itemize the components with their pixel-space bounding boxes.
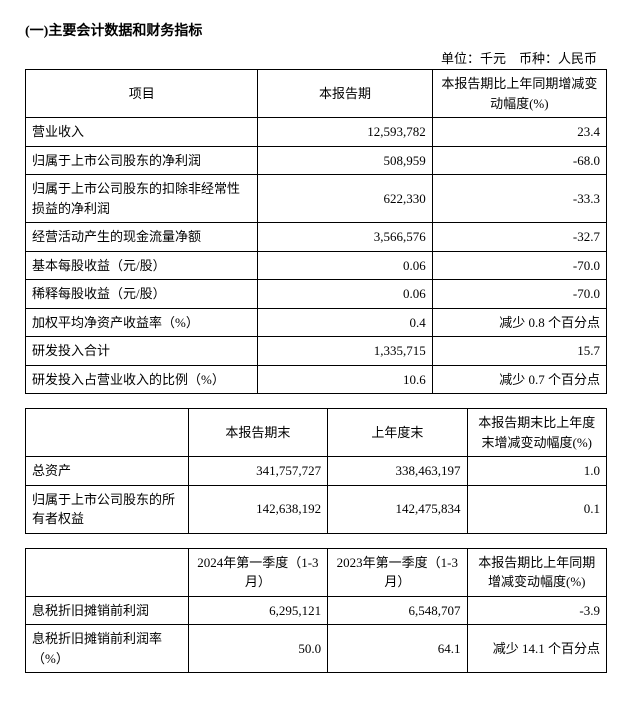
t3-header-c1: 2024年第一季度（1-3月） — [188, 548, 327, 596]
table-row: 加权平均净资产收益率（%） 0.4 减少 0.8 个百分点 — [26, 308, 607, 337]
table-row: 息税折旧摊销前利润 6,295,121 6,548,707 -3.9 — [26, 596, 607, 625]
table-row: 总资产 341,757,727 338,463,197 1.0 — [26, 457, 607, 486]
t1-header-change: 本报告期比上年同期增减变动幅度(%) — [432, 70, 606, 118]
row-label: 研发投入占营业收入的比例（%） — [26, 365, 258, 394]
row-change: 减少 14.1 个百分点 — [467, 625, 606, 673]
row-value: 1,335,715 — [258, 337, 432, 366]
t1-header-item: 项目 — [26, 70, 258, 118]
t2-header-c1: 本报告期末 — [188, 409, 327, 457]
table-quarterly: 2024年第一季度（1-3月） 2023年第一季度（1-3月） 本报告期比上年同… — [25, 548, 607, 674]
table-row: 研发投入占营业收入的比例（%） 10.6 减少 0.7 个百分点 — [26, 365, 607, 394]
unit-line: 单位：千元 币种：人民币 — [25, 48, 607, 67]
table-row: 息税折旧摊销前利润率（%） 50.0 64.1 减少 14.1 个百分点 — [26, 625, 607, 673]
row-change: -32.7 — [432, 223, 606, 252]
row-value: 0.4 — [258, 308, 432, 337]
row-value: 64.1 — [328, 625, 467, 673]
row-change: 1.0 — [467, 457, 606, 486]
row-change: -33.3 — [432, 175, 606, 223]
row-value: 142,475,834 — [328, 485, 467, 533]
table-period-end: 本报告期末 上年度末 本报告期末比上年度末增减变动幅度(%) 总资产 341,7… — [25, 408, 607, 534]
table-row: 基本每股收益（元/股） 0.06 -70.0 — [26, 251, 607, 280]
t2-header-c3: 本报告期末比上年度末增减变动幅度(%) — [467, 409, 606, 457]
table-row: 归属于上市公司股东的扣除非经常性损益的净利润 622,330 -33.3 — [26, 175, 607, 223]
row-label: 研发投入合计 — [26, 337, 258, 366]
t2-header-blank — [26, 409, 189, 457]
table-row: 研发投入合计 1,335,715 15.7 — [26, 337, 607, 366]
row-label: 基本每股收益（元/股） — [26, 251, 258, 280]
row-change: -70.0 — [432, 251, 606, 280]
row-value: 622,330 — [258, 175, 432, 223]
row-label: 息税折旧摊销前利润率（%） — [26, 625, 189, 673]
table-row: 经营活动产生的现金流量净额 3,566,576 -32.7 — [26, 223, 607, 252]
row-value: 142,638,192 — [188, 485, 327, 533]
row-label: 归属于上市公司股东的净利润 — [26, 146, 258, 175]
row-value: 508,959 — [258, 146, 432, 175]
row-value: 341,757,727 — [188, 457, 327, 486]
row-value: 3,566,576 — [258, 223, 432, 252]
row-change: 23.4 — [432, 118, 606, 147]
table-row: 归属于上市公司股东的所有者权益 142,638,192 142,475,834 … — [26, 485, 607, 533]
row-label: 经营活动产生的现金流量净额 — [26, 223, 258, 252]
row-value: 0.06 — [258, 280, 432, 309]
section-title: (一)主要会计数据和财务指标 — [25, 20, 607, 40]
t3-header-c3: 本报告期比上年同期增减变动幅度(%) — [467, 548, 606, 596]
t3-header-c2: 2023年第一季度（1-3月） — [328, 548, 467, 596]
row-value: 6,548,707 — [328, 596, 467, 625]
row-value: 50.0 — [188, 625, 327, 673]
row-change: 减少 0.7 个百分点 — [432, 365, 606, 394]
row-value: 338,463,197 — [328, 457, 467, 486]
t2-header-c2: 上年度末 — [328, 409, 467, 457]
row-label: 加权平均净资产收益率（%） — [26, 308, 258, 337]
row-label: 息税折旧摊销前利润 — [26, 596, 189, 625]
row-label: 归属于上市公司股东的扣除非经常性损益的净利润 — [26, 175, 258, 223]
row-value: 12,593,782 — [258, 118, 432, 147]
row-change: -68.0 — [432, 146, 606, 175]
row-change: 减少 0.8 个百分点 — [432, 308, 606, 337]
row-label: 营业收入 — [26, 118, 258, 147]
t3-header-blank — [26, 548, 189, 596]
row-value: 0.06 — [258, 251, 432, 280]
table-row: 归属于上市公司股东的净利润 508,959 -68.0 — [26, 146, 607, 175]
row-label: 总资产 — [26, 457, 189, 486]
table-row: 营业收入 12,593,782 23.4 — [26, 118, 607, 147]
row-label: 稀释每股收益（元/股） — [26, 280, 258, 309]
row-change: 0.1 — [467, 485, 606, 533]
table-main-indicators: 项目 本报告期 本报告期比上年同期增减变动幅度(%) 营业收入 12,593,7… — [25, 69, 607, 394]
row-change: 15.7 — [432, 337, 606, 366]
row-value: 10.6 — [258, 365, 432, 394]
row-value: 6,295,121 — [188, 596, 327, 625]
row-change: -70.0 — [432, 280, 606, 309]
table-row: 稀释每股收益（元/股） 0.06 -70.0 — [26, 280, 607, 309]
t1-header-current: 本报告期 — [258, 70, 432, 118]
row-label: 归属于上市公司股东的所有者权益 — [26, 485, 189, 533]
row-change: -3.9 — [467, 596, 606, 625]
